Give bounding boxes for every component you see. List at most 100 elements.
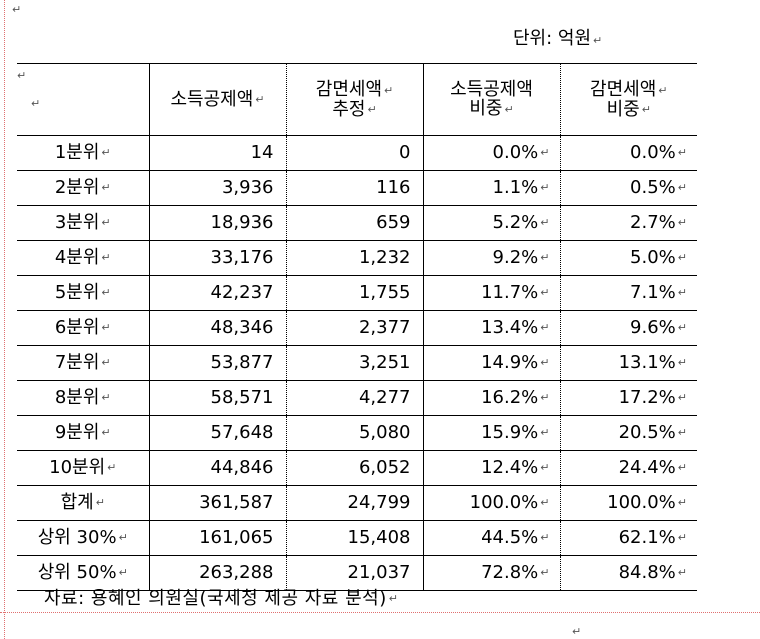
deduction-share-cell: 44.5% ↵ [423, 520, 561, 556]
row-label-cell: 1분위 ↵ [17, 135, 150, 171]
reduction-cell: 2,377 [286, 310, 424, 346]
source-note: 자료: 용혜인 의원실(국세청 제공 자료 분석) ↵ [44, 588, 398, 610]
reduction-value: 659 [376, 212, 411, 233]
row-label: 6분위 [54, 317, 100, 338]
paragraph-mark: ↵ [677, 286, 687, 299]
reduction-value: 4,277 [358, 387, 411, 408]
row-label: 상위 50% [37, 562, 117, 583]
reduction-share-cell: 2.7% ↵ [560, 206, 697, 241]
deduction-value: 14 [250, 142, 274, 163]
deduction-cell: 263,288 [149, 555, 287, 591]
reduction-share-cell: 84.8% ↵ [560, 556, 697, 591]
paragraph-mark: ↵ [101, 251, 111, 264]
reduction-cell: 116 [286, 170, 424, 206]
header-deduction: 소득공제액 ↵ [149, 63, 287, 136]
reduction-cell: 24,799 [286, 485, 424, 521]
deduction-cell: 42,237 [149, 275, 287, 311]
paragraph-mark: ↵ [101, 321, 111, 334]
paragraph-mark: ↵ [384, 83, 394, 97]
paragraph-mark: ↵ [677, 461, 687, 474]
row-label: 상위 30% [37, 527, 117, 548]
paragraph-mark: ↵ [540, 251, 550, 264]
deduction-share-value: 14.9% [481, 352, 539, 373]
paragraph-mark: ↵ [255, 93, 265, 107]
deduction-share-cell: 100.0% ↵ [423, 485, 561, 521]
paragraph-mark: ↵ [540, 356, 550, 369]
row-label: 4분위 [54, 247, 100, 268]
row-label-cell: 7분위 ↵ [17, 345, 150, 381]
deduction-share-cell: 15.9% ↵ [423, 415, 561, 451]
row-label: 합계 [60, 492, 94, 513]
deduction-share-value: 44.5% [481, 527, 539, 548]
deduction-cell: 3,936 [149, 170, 287, 206]
row-label: 7분위 [54, 352, 100, 373]
paragraph-mark: ↵ [540, 566, 550, 579]
reduction-value: 15,408 [347, 527, 411, 548]
reduction-share-value: 24.4% [618, 457, 676, 478]
row-label-cell: 5분위 ↵ [17, 275, 150, 311]
deduction-value: 57,648 [210, 422, 274, 443]
reduction-share-value: 17.2% [618, 387, 676, 408]
deduction-share-value: 15.9% [481, 422, 539, 443]
income-deduction-table: ↵ ↵ 소득공제액 ↵ 감면세액 ↵ 추정 ↵ 소득공제액 비중 ↵ 감면세액 ↵ 비중 ↵… [17, 63, 697, 591]
reduction-share-value: 9.6% [630, 317, 676, 338]
table-row: 상위 50% ↵ 263,288 21,037 72.8% ↵ 84.8% ↵ [17, 555, 697, 591]
reduction-share-value: 62.1% [618, 527, 676, 548]
reduction-share-cell: 7.1% ↵ [560, 276, 697, 311]
reduction-value: 116 [376, 177, 411, 198]
paragraph-mark: ↵ [118, 531, 128, 544]
paragraph-mark: ↵ [540, 391, 550, 404]
paragraph-mark: ↵ [101, 146, 111, 159]
paragraph-mark: ↵ [504, 102, 514, 116]
deduction-value: 53,877 [210, 352, 274, 373]
deduction-value: 33,176 [210, 247, 274, 268]
paragraph-mark: ↵ [677, 251, 687, 264]
deduction-value: 263,288 [199, 562, 274, 583]
row-label-cell: 2분위 ↵ [17, 170, 150, 206]
reduction-share-cell: 0.0% ↵ [560, 136, 697, 171]
row-label: 3분위 [54, 212, 100, 233]
header-reduction-share: 감면세액 ↵ 비중 ↵ [560, 64, 697, 136]
reduction-cell: 4,277 [286, 380, 424, 416]
paragraph-mark: ↵ [107, 461, 117, 474]
reduction-cell: 3,251 [286, 345, 424, 381]
reduction-value: 1,232 [358, 247, 411, 268]
deduction-value: 42,237 [210, 282, 274, 303]
reduction-share-cell: 5.0% ↵ [560, 241, 697, 276]
deduction-value: 44,846 [210, 457, 274, 478]
paragraph-mark: ↵ [677, 146, 687, 159]
paragraph-mark: ↵ [677, 531, 687, 544]
reduction-value: 21,037 [347, 562, 411, 583]
table-header-row: ↵ ↵ 소득공제액 ↵ 감면세액 ↵ 추정 ↵ 소득공제액 비중 ↵ 감면세액 ↵ 비중 ↵ [17, 63, 697, 136]
row-label-cell: 상위 50% ↵ [17, 555, 150, 591]
row-label-cell: 상위 30% ↵ [17, 520, 150, 556]
deduction-cell: 58,571 [149, 380, 287, 416]
deduction-share-value: 1.1% [492, 177, 539, 198]
reduction-value: 2,377 [358, 317, 411, 338]
reduction-value: 5,080 [358, 422, 411, 443]
source-note-text: 자료: 용혜인 의원실(국세청 제공 자료 분석) [44, 588, 387, 609]
deduction-share-cell: 1.1% ↵ [423, 170, 561, 206]
deduction-share-value: 100.0% [469, 492, 539, 513]
header-deduction-share-line2: 비중 [469, 98, 503, 120]
reduction-share-value: 0.5% [630, 177, 676, 198]
deduction-share-value: 13.4% [481, 317, 539, 338]
reduction-share-value: 2.7% [630, 212, 676, 233]
paragraph-mark: ↵ [101, 356, 111, 369]
table-row: 4분위 ↵ 33,176 1,232 9.2% ↵ 5.0% ↵ [17, 240, 697, 276]
reduction-value: 3,251 [358, 352, 411, 373]
paragraph-mark: ↵ [540, 321, 550, 334]
paragraph-mark: ↵ [540, 426, 550, 439]
paragraph-mark: ↵ [658, 83, 668, 97]
row-label-cell: 10분위 ↵ [17, 450, 150, 486]
deduction-share-cell: 5.2% ↵ [423, 205, 561, 241]
reduction-cell: 0 [286, 135, 424, 171]
header-reduction-line2: 추정 [332, 98, 366, 120]
table-row: 7분위 ↵ 53,877 3,251 14.9% ↵ 13.1% ↵ [17, 345, 697, 381]
row-label: 8분위 [54, 387, 100, 408]
header-reduction-line1: 감면세액 [315, 79, 383, 100]
table-row: 3분위 ↵ 18,936 659 5.2% ↵ 2.7% ↵ [17, 205, 697, 241]
header-deduction-share: 소득공제액 비중 ↵ [423, 63, 561, 136]
paragraph-mark: ↵ [540, 531, 550, 544]
header-reduction-share-line2: 비중 [606, 98, 640, 120]
